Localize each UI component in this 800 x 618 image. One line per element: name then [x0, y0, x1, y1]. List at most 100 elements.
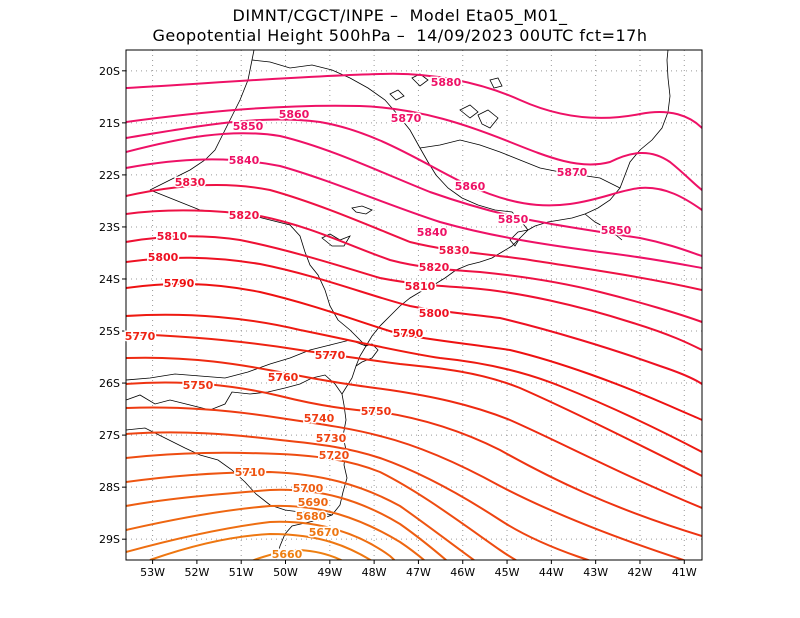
lake-7 [389, 89, 405, 101]
contour-5880 [126, 72, 702, 129]
grid-lines [126, 50, 702, 560]
contour-label-5720: 5720 [319, 449, 350, 462]
y-tick-label: 20S [99, 65, 120, 78]
contour-5830 [126, 183, 702, 291]
state-border-1 [126, 427, 333, 516]
contour-label-5840: 5840 [417, 226, 448, 239]
y-tick-label: 29S [99, 533, 120, 546]
state-border-6 [419, 139, 621, 189]
contour-5770 [126, 333, 702, 477]
title-line-1: DIMNT/CGCT/INPE – Model Eta05_M01_ [232, 6, 568, 25]
contour-label-5770: 5770 [125, 330, 156, 343]
contour-label-5700: 5700 [293, 482, 324, 495]
contour-label-5760: 5760 [268, 371, 299, 384]
x-tick-label: 44W [539, 566, 564, 579]
contour-5870 [126, 104, 702, 191]
y-tick-label: 22S [99, 169, 120, 182]
contour-5850 [126, 132, 702, 257]
x-tick-label: 41W [672, 566, 697, 579]
state-border-5 [251, 59, 529, 231]
contour-5740 [126, 406, 687, 560]
plot-frame [125, 49, 703, 561]
contour-label-5790: 5790 [393, 327, 424, 340]
coastline [126, 50, 671, 560]
coastline-guanabara [509, 229, 529, 247]
axis-tick-labels: 53W 52W 51W 50W 49W 48W 47W 46W 45W 44W 43W 42W 41W 2… [99, 65, 697, 579]
contour-5810 [126, 235, 702, 351]
contour-5840 [126, 158, 702, 269]
contour-label-5740: 5740 [304, 412, 335, 425]
contour-label-5790: 5790 [164, 277, 195, 290]
y-tick-label: 21S [99, 117, 120, 130]
contour-5700 [126, 488, 448, 560]
contour-label-5680: 5680 [296, 510, 327, 523]
contour-5730 [126, 431, 592, 560]
x-tick-label: 49W [317, 566, 342, 579]
contour-5750 [126, 381, 702, 537]
state-border-3 [149, 50, 255, 191]
contour-5780 [126, 313, 702, 453]
contour-label-5810: 5810 [405, 280, 436, 293]
contour-label-5840: 5840 [229, 154, 260, 167]
lake-5 [489, 77, 503, 89]
contour-label-5870: 5870 [391, 112, 422, 125]
x-tick-label: 43W [583, 566, 608, 579]
lake-3 [459, 104, 479, 119]
title-line-2: Geopotential Height 500hPa – 14/09/2023 … [152, 26, 648, 45]
y-tick-label: 28S [99, 481, 120, 494]
contour-5670 [149, 532, 373, 560]
contour-5720 [126, 451, 518, 560]
contour-label-5820: 5820 [229, 209, 260, 222]
x-tick-label: 50W [273, 566, 298, 579]
x-tick-label: 51W [229, 566, 254, 579]
lake-4 [477, 109, 499, 129]
contour-5860 [126, 118, 702, 211]
contour-label-5800: 5800 [148, 251, 179, 264]
y-tick-label: 23S [99, 221, 120, 234]
x-tick-label: 47W [406, 566, 431, 579]
contour-label-5860: 5860 [455, 180, 486, 193]
contour-label-5880: 5880 [431, 76, 462, 89]
y-tick-label: 26S [99, 377, 120, 390]
lake-1 [351, 205, 373, 215]
contour-label-5690: 5690 [298, 496, 329, 509]
y-tick-label: 27S [99, 429, 120, 442]
contour-label-5670: 5670 [309, 526, 340, 539]
contour-label-5750: 5750 [361, 405, 392, 418]
contour-label-5800: 5800 [419, 307, 450, 320]
contour-label-5750: 5750 [183, 379, 214, 392]
x-tick-label: 52W [184, 566, 209, 579]
y-tick-label: 25S [99, 325, 120, 338]
contour-label-5810: 5810 [157, 230, 188, 243]
contour-lines [126, 72, 702, 560]
x-tick-label: 42W [628, 566, 653, 579]
contour-5660 [251, 548, 344, 560]
contour-label-5660: 5660 [272, 548, 303, 561]
contour-5710 [126, 470, 476, 560]
contour-5800 [126, 256, 702, 385]
x-tick-label: 48W [362, 566, 387, 579]
contour-label-5820: 5820 [419, 261, 450, 274]
contour-label-5850: 5850 [233, 120, 264, 133]
contour-label-5830: 5830 [439, 244, 470, 257]
x-tick-label: 46W [450, 566, 475, 579]
contour-labels: 5880 5870 5870 5860 5860 5850 5850 5850 5840 5840… [123, 75, 633, 563]
y-tick-label: 24S [99, 273, 120, 286]
contour-label-5870: 5870 [557, 166, 588, 179]
contour-5680 [126, 520, 396, 560]
lake-2 [321, 233, 351, 247]
contour-label-5860: 5860 [279, 108, 310, 121]
contour-label-5850: 5850 [601, 224, 632, 237]
contour-5790 [126, 282, 702, 421]
contour-5820 [126, 209, 702, 323]
x-tick-label: 53W [140, 566, 165, 579]
contour-label-5850: 5850 [498, 213, 529, 226]
contour-label-5730: 5730 [316, 432, 347, 445]
contour-5760 [126, 356, 702, 509]
contour-label-5770: 5770 [315, 349, 346, 362]
contour-label-5830: 5830 [175, 176, 206, 189]
contour-5690 [126, 504, 426, 560]
contour-label-5710: 5710 [235, 466, 266, 479]
x-tick-label: 45W [495, 566, 520, 579]
